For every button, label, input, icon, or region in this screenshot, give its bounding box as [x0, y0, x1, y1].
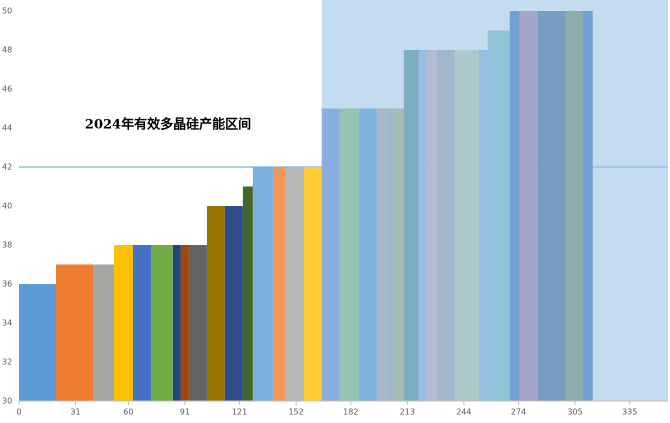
x-tick-label: 274: [511, 408, 526, 417]
highlight-region: [321, 0, 668, 401]
bar: [180, 245, 189, 401]
bar: [172, 245, 181, 401]
bar: [188, 245, 207, 401]
chart-title: 2024年有效多晶硅产能区间: [85, 117, 251, 133]
y-tick-label: 34: [2, 319, 12, 328]
y-tick-label: 30: [2, 397, 12, 406]
x-tick-label: 60: [123, 408, 133, 417]
y-tick-label: 40: [2, 202, 12, 211]
bar: [93, 264, 114, 401]
bar: [224, 206, 243, 401]
y-tick-label: 44: [2, 124, 12, 133]
y-tick-label: 32: [2, 358, 12, 367]
x-tick-label: 31: [70, 408, 80, 417]
x-tick-label: 335: [622, 408, 637, 417]
bar: [273, 167, 286, 401]
bar: [56, 264, 94, 401]
x-tick-label: 0: [16, 408, 21, 417]
bar: [242, 186, 253, 401]
bar: [113, 245, 133, 401]
y-tick-label: 46: [2, 85, 12, 94]
bar: [132, 245, 151, 401]
x-tick-label: 244: [456, 408, 471, 417]
x-tick-label: 91: [180, 408, 190, 417]
bar: [252, 167, 274, 401]
x-tick-label: 121: [232, 408, 247, 417]
x-tick-label: 213: [400, 408, 415, 417]
y-tick-label: 38: [2, 241, 12, 250]
bar: [150, 245, 173, 401]
y-tick-label: 48: [2, 46, 12, 55]
y-tick-label: 42: [2, 163, 12, 172]
x-tick-label: 305: [567, 408, 582, 417]
bar: [19, 284, 57, 401]
bar: [303, 167, 322, 401]
bar: [285, 167, 304, 401]
x-tick-label: 152: [288, 408, 303, 417]
x-tick-label: 182: [343, 408, 358, 417]
y-tick-label: 50: [2, 7, 12, 16]
y-tick-label: 36: [2, 280, 12, 289]
bar: [206, 206, 225, 401]
